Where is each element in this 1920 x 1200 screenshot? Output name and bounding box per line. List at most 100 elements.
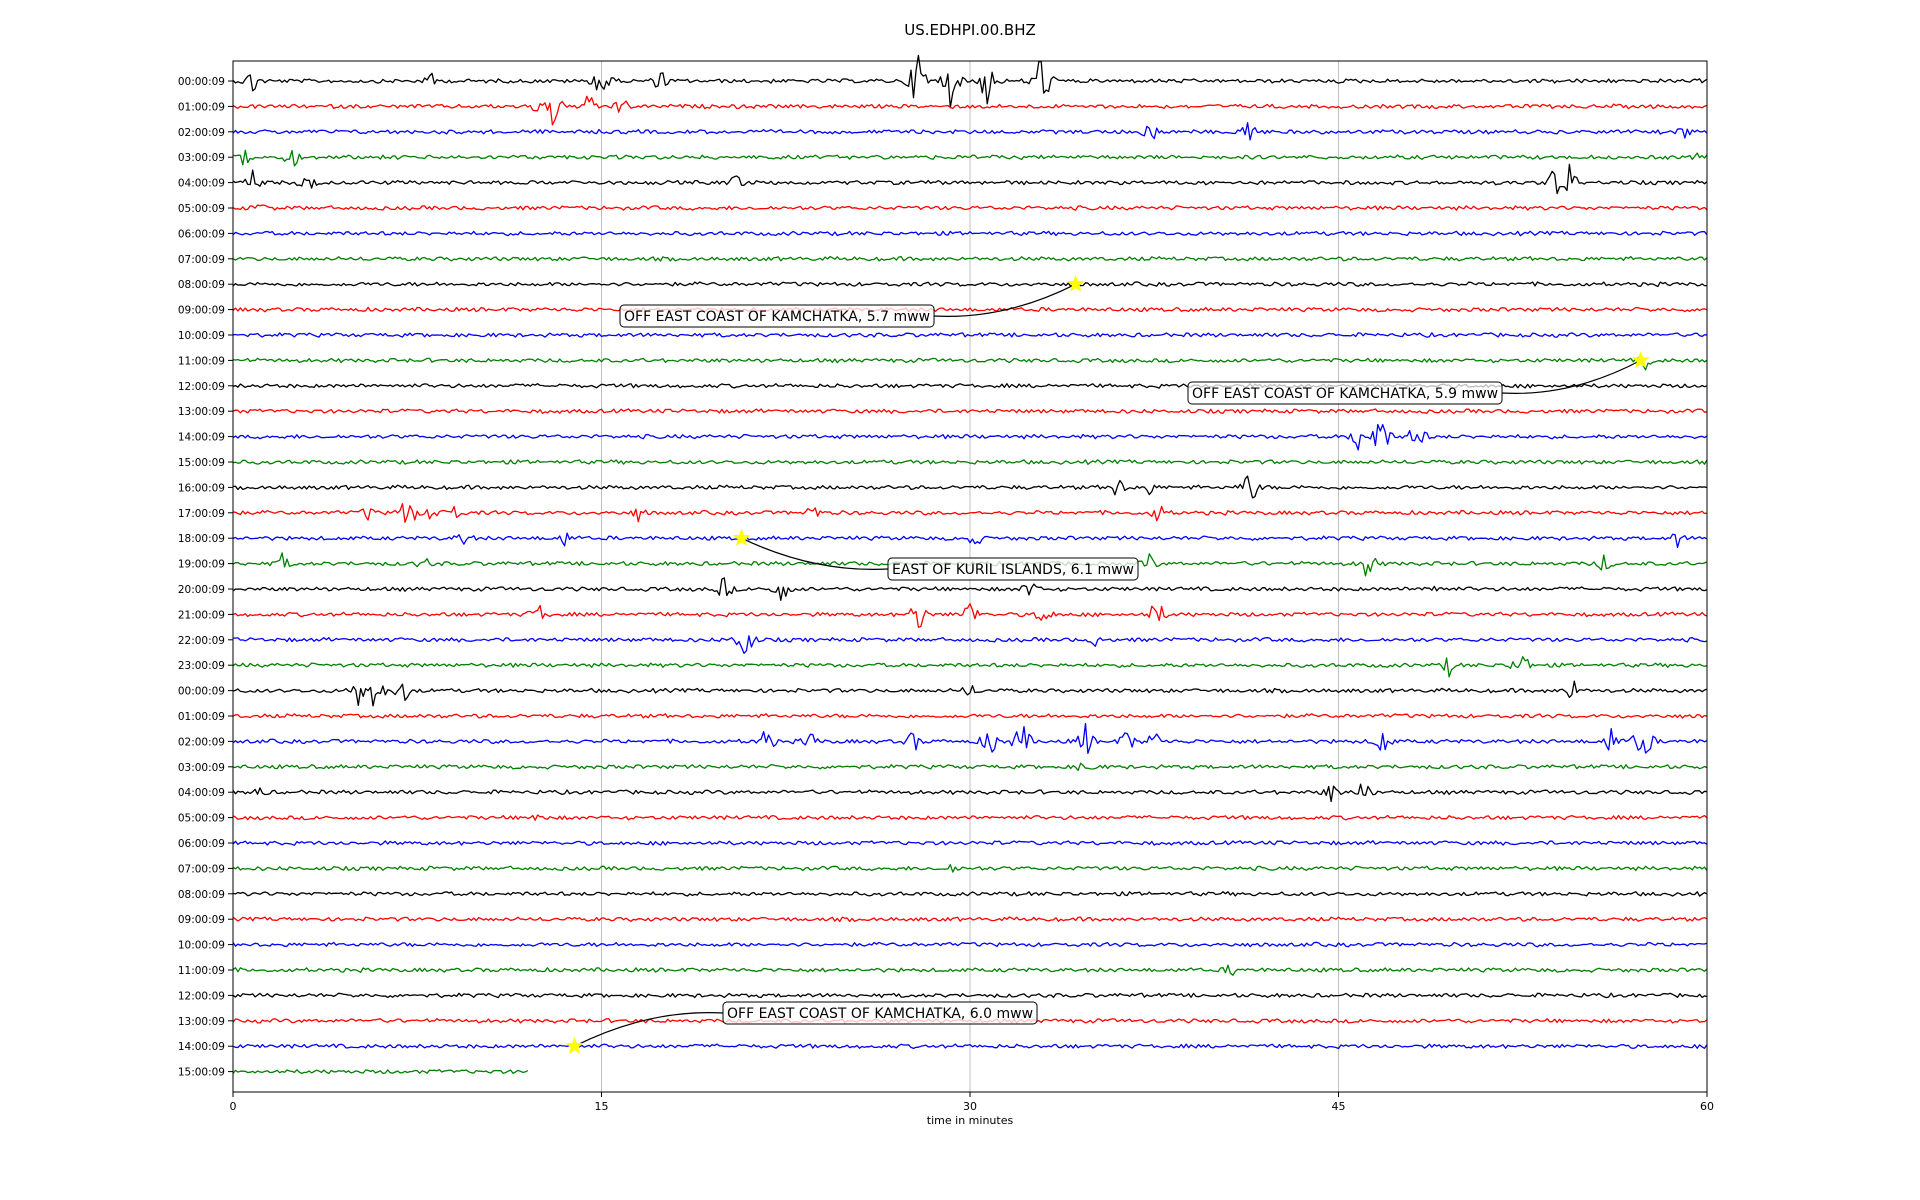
trace-row-35 xyxy=(232,964,1708,976)
event-label: EAST OF KURIL ISLANDS, 6.1 mww xyxy=(892,562,1134,578)
trace-row-38 xyxy=(232,1043,1708,1050)
y-tick-label: 16:00:09 xyxy=(178,482,225,494)
trace-row-7 xyxy=(232,255,1708,262)
trace-row-34 xyxy=(232,941,1708,948)
event-label: OFF EAST COAST OF KAMCHATKA, 5.7 mww xyxy=(624,309,930,325)
trace-row-15 xyxy=(232,459,1708,465)
event-connector xyxy=(933,283,1076,317)
event-1: OFF EAST COAST OF KAMCHATKA, 5.9 mww xyxy=(1187,351,1650,405)
y-tick-label: 01:00:09 xyxy=(178,711,225,723)
y-tick-label: 23:00:09 xyxy=(178,660,225,672)
y-tick-label: 21:00:09 xyxy=(178,609,225,621)
y-tick-label: 14:00:09 xyxy=(178,1041,225,1053)
y-tick-label: 02:00:09 xyxy=(178,736,225,748)
trace-row-2 xyxy=(232,122,1708,141)
y-tick-label: 20:00:09 xyxy=(178,584,225,596)
y-tick-label: 10:00:09 xyxy=(178,940,225,952)
trace-row-13 xyxy=(232,408,1708,414)
trace-row-5 xyxy=(232,204,1708,211)
trace-row-17 xyxy=(232,503,1708,523)
x-tick-label: 15 xyxy=(595,1100,609,1113)
trace-row-0 xyxy=(232,54,1708,109)
x-tick-label: 60 xyxy=(1700,1100,1714,1113)
trace-row-18 xyxy=(232,532,1708,549)
trace-row-24 xyxy=(232,680,1708,707)
y-tick-label: 14:00:09 xyxy=(178,432,225,444)
trace-row-16 xyxy=(232,475,1708,499)
trace-row-28 xyxy=(232,783,1708,803)
y-tick-label: 19:00:09 xyxy=(178,559,225,571)
trace-row-11 xyxy=(232,356,1708,371)
y-tick-label: 00:00:09 xyxy=(178,686,225,698)
y-tick-label: 08:00:09 xyxy=(178,279,225,291)
y-tick-label: 12:00:09 xyxy=(178,381,225,393)
trace-row-1 xyxy=(232,95,1708,126)
y-tick-label: 13:00:09 xyxy=(178,406,225,418)
trace-row-4 xyxy=(232,163,1708,195)
y-tick-label: 15:00:09 xyxy=(178,1067,225,1079)
trace-row-23 xyxy=(232,656,1708,678)
y-tick-label: 04:00:09 xyxy=(178,178,225,190)
y-tick-label: 00:00:09 xyxy=(178,76,225,88)
trace-row-22 xyxy=(232,635,1708,654)
y-tick-label: 13:00:09 xyxy=(178,1016,225,1028)
x-axis-label: time in minutes xyxy=(927,1114,1014,1127)
event-star-marker xyxy=(1631,351,1650,369)
y-tick-label: 07:00:09 xyxy=(178,254,225,266)
trace-row-6 xyxy=(232,230,1708,237)
y-tick-label: 06:00:09 xyxy=(178,228,225,240)
y-tick-label: 18:00:09 xyxy=(178,533,225,545)
trace-row-25 xyxy=(232,713,1708,719)
event-star-marker xyxy=(1066,274,1085,292)
trace-row-30 xyxy=(232,840,1708,846)
event-connector xyxy=(574,1012,724,1047)
event-connector xyxy=(1501,359,1641,394)
y-tick-label: 03:00:09 xyxy=(178,152,225,164)
event-3: OFF EAST COAST OF KAMCHATKA, 6.0 mww xyxy=(565,1001,1038,1054)
x-tick-label: 0 xyxy=(230,1100,237,1113)
y-tick-label: 11:00:09 xyxy=(178,965,225,977)
trace-row-9 xyxy=(232,306,1708,313)
trace-row-10 xyxy=(232,332,1708,338)
event-label: OFF EAST COAST OF KAMCHATKA, 5.9 mww xyxy=(1192,386,1498,402)
trace-row-26 xyxy=(232,722,1708,754)
y-tick-label: 04:00:09 xyxy=(178,787,225,799)
event-annotations: OFF EAST COAST OF KAMCHATKA, 5.7 mww OFF … xyxy=(565,274,1650,1054)
traces xyxy=(232,54,1708,1075)
trace-row-31 xyxy=(232,864,1708,873)
event-label: OFF EAST COAST OF KAMCHATKA, 6.0 mww xyxy=(727,1006,1033,1022)
event-star-marker xyxy=(565,1036,584,1054)
y-tick-label: 05:00:09 xyxy=(178,203,225,215)
y-tick-label: 22:00:09 xyxy=(178,635,225,647)
x-axis: 0 15 30 45 60 xyxy=(230,1092,1714,1113)
trace-row-39 xyxy=(232,1068,529,1075)
event-star-marker xyxy=(732,528,751,546)
trace-row-3 xyxy=(232,149,1708,167)
y-tick-label: 02:00:09 xyxy=(178,127,225,139)
trace-row-36 xyxy=(232,992,1708,999)
trace-row-8 xyxy=(232,281,1707,288)
event-connector xyxy=(741,537,889,570)
trace-row-29 xyxy=(232,814,1708,821)
trace-row-33 xyxy=(232,916,1708,923)
y-tick-label: 07:00:09 xyxy=(178,863,225,875)
x-tick-label: 30 xyxy=(963,1100,977,1113)
y-tick-label: 15:00:09 xyxy=(178,457,225,469)
trace-row-32 xyxy=(232,891,1708,897)
y-tick-label: 06:00:09 xyxy=(178,838,225,850)
x-tick-label: 45 xyxy=(1332,1100,1346,1113)
trace-row-20 xyxy=(232,577,1708,601)
y-tick-label: 10:00:09 xyxy=(178,330,225,342)
trace-row-14 xyxy=(232,423,1708,451)
y-tick-label: 01:00:09 xyxy=(178,101,225,113)
y-axis: 00:00:09 01:00:09 02:00:09 03:00:09 04:00:09… xyxy=(178,76,233,1079)
trace-row-21 xyxy=(232,603,1708,628)
y-tick-label: 09:00:09 xyxy=(178,914,225,926)
y-tick-label: 11:00:09 xyxy=(178,355,225,367)
y-tick-label: 17:00:09 xyxy=(178,508,225,520)
event-0: OFF EAST COAST OF KAMCHATKA, 5.7 mww xyxy=(619,274,1085,328)
y-tick-label: 03:00:09 xyxy=(178,762,225,774)
chart-title: US.EDHPI.00.BHZ xyxy=(904,21,1036,39)
